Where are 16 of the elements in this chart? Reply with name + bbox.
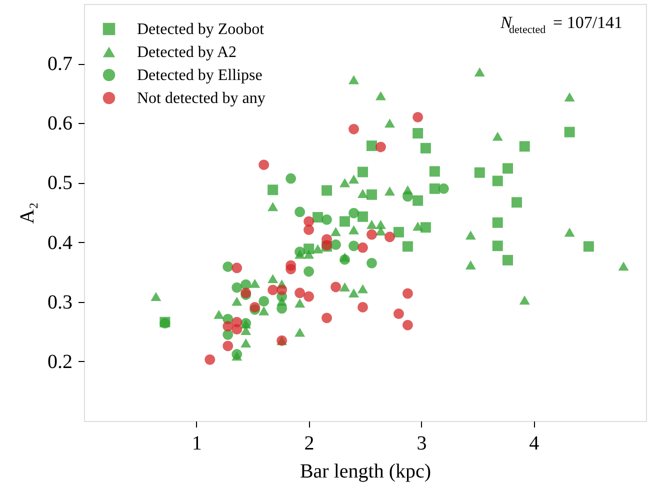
y-tick-label: 0.4 [48,232,72,254]
y-tick-label: 0.5 [48,172,72,194]
x-axis-title: Bar length (kpc) [300,460,432,482]
x-tick-label: 3 [416,432,427,454]
x-tick-label: 4 [529,432,540,454]
x-tick-label: 1 [192,432,202,454]
legend-label: Detected by Ellipse [137,67,262,84]
y-axis-title: A₂ [16,202,38,224]
y-tick-label: 0.3 [48,291,72,314]
y-tick-label: 0.7 [48,53,72,76]
legend-label: Not detected by any [137,90,266,107]
y-tick-label: 0.2 [48,350,72,373]
y-tick-label: 0.6 [48,112,72,135]
legend-label: Detected by A2 [137,44,237,61]
legend-label: Detected by Zoobot [137,21,265,38]
x-tick-label: 2 [304,432,314,454]
